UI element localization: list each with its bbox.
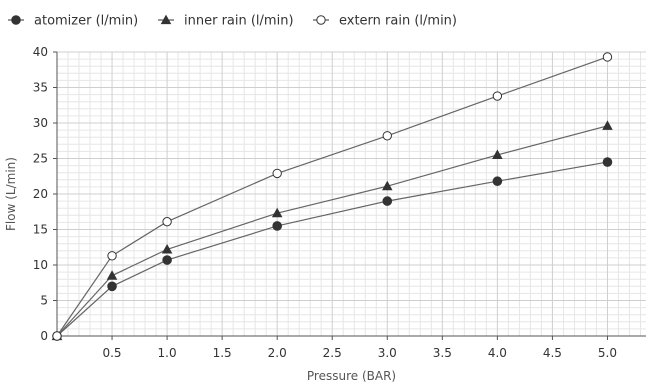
data-point [492, 91, 503, 101]
x-tick-label: 1.5 [213, 346, 232, 360]
x-tick-label: 1.0 [158, 346, 177, 360]
data-point [272, 168, 282, 179]
y-tick-label: 30 [33, 116, 48, 130]
y-tick-label: 35 [33, 81, 48, 95]
data-point [52, 331, 62, 341]
series-3 [52, 52, 613, 341]
x-tick-label: 3.5 [433, 346, 452, 360]
data-point [382, 180, 393, 191]
data-point [492, 149, 503, 160]
data-point [162, 216, 172, 227]
y-tick-labels: 0 5 10 15 20 25 30 35 40 [33, 45, 57, 343]
data-point [106, 270, 118, 280]
x-axis-title: Pressure (BAR) [307, 369, 396, 383]
y-tick-label: 5 [40, 294, 48, 308]
y-axis-title: Flow (L/min) [4, 157, 18, 231]
data-point [602, 157, 613, 167]
x-tick-label: 4.5 [543, 346, 562, 360]
data-point [602, 120, 613, 130]
legend-marker [316, 15, 326, 25]
x-tick-label: 4.0 [488, 346, 507, 360]
legend-marker [11, 15, 21, 25]
x-tick-label: 0.5 [102, 346, 121, 360]
y-tick-label: 10 [33, 258, 48, 272]
data-point [161, 243, 173, 254]
x-tick-label: 3.0 [378, 346, 397, 360]
data-point [107, 281, 117, 292]
legend-label: atomizer (l/min) [34, 14, 138, 29]
x-tick-labels: 0.5 1.0 1.5 2.0 2.5 3.0 3.5 4.0 4.5 5.0 [102, 336, 617, 360]
y-tick-label: 15 [33, 223, 48, 237]
data-point [107, 251, 117, 261]
data-point [492, 176, 503, 187]
data-point [382, 196, 393, 206]
legend-item: extern rain (l/min) [313, 14, 457, 29]
data-point [162, 255, 172, 265]
data-point [382, 131, 392, 141]
legend-item: inner rain (l/min) [158, 14, 294, 29]
x-tick-label: 5.0 [598, 346, 617, 360]
x-tick-label: 2.0 [268, 346, 287, 360]
legend-label: inner rain (l/min) [184, 14, 294, 29]
series-layer [51, 52, 613, 341]
legend-item: atomizer (l/min) [8, 14, 138, 29]
series-2 [51, 120, 613, 341]
y-tick-label: 20 [33, 187, 48, 201]
legend: atomizer (l/min) inner rain (l/min) extern… [8, 14, 457, 29]
x-tick-label: 2.5 [323, 346, 342, 360]
y-tick-label: 40 [33, 45, 48, 59]
legend-marker [160, 14, 172, 25]
data-point [602, 52, 613, 62]
data-point [272, 221, 282, 231]
legend-label: extern rain (l/min) [339, 14, 457, 29]
y-tick-label: 25 [33, 152, 48, 166]
data-point [271, 207, 283, 218]
y-tick-label: 0 [40, 329, 48, 343]
